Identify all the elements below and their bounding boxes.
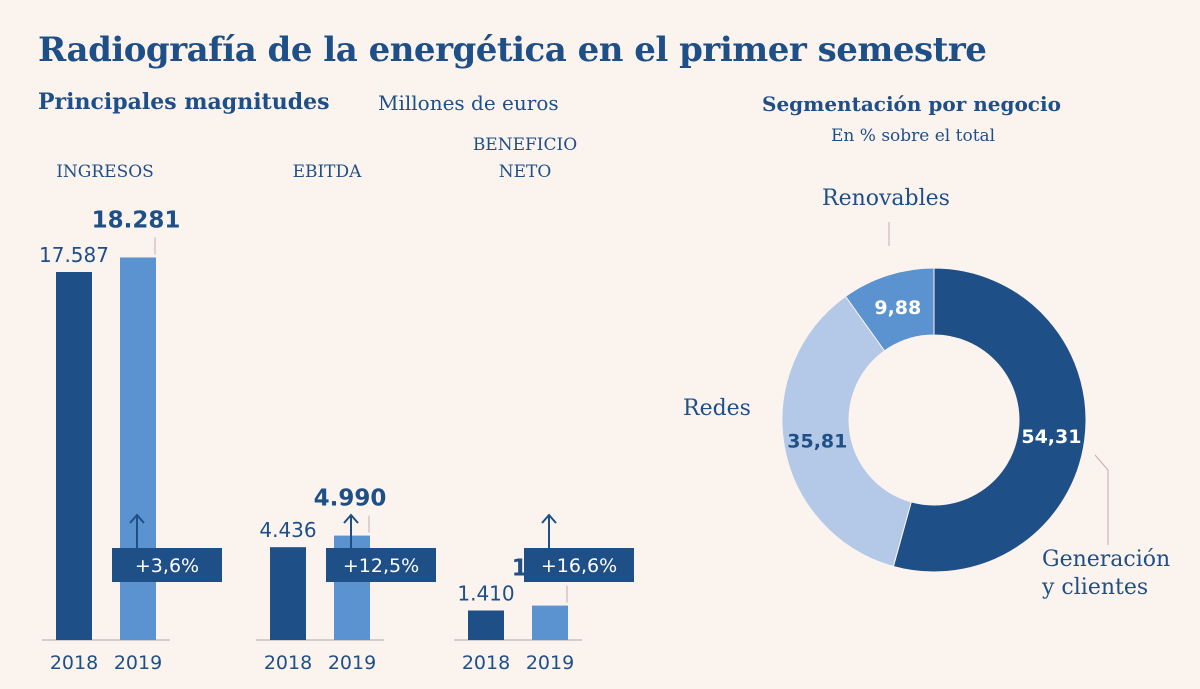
bar-2018 — [56, 272, 92, 640]
donut-value-label: 35,81 — [787, 431, 847, 453]
donut-category-label: Generación — [1042, 547, 1170, 572]
donut-value-label: 54,31 — [1021, 426, 1081, 448]
group-name-label: NETO — [499, 162, 552, 182]
donut-slice — [892, 267, 1087, 573]
donut-chart-title: Segmentación por negocio — [762, 92, 1061, 116]
donut-chart-subtitle: En % sobre el total — [831, 126, 996, 146]
page-title: Radiografía de la energética en el prime… — [38, 30, 987, 70]
bar-2019 — [532, 605, 568, 640]
bar-2019 — [120, 257, 156, 640]
donut-category-label: Renovables — [822, 186, 950, 211]
donut-category-label: y clientes — [1041, 575, 1148, 600]
bar-chart-units: Millones de euros — [378, 91, 559, 115]
up-arrow-head-icon — [343, 513, 359, 524]
value-label-2018: 4.436 — [259, 518, 316, 542]
value-label-2018: 17.587 — [39, 243, 109, 267]
value-label-2018: 1.410 — [457, 581, 514, 605]
year-label: 2018 — [462, 652, 510, 674]
bar-2018 — [270, 547, 306, 640]
donut-category-label: Redes — [683, 396, 751, 421]
year-label: 2019 — [114, 652, 162, 674]
group-name-label: BENEFICIO — [473, 135, 577, 155]
group-name-label: EBITDA — [293, 162, 363, 182]
change-badge — [326, 548, 436, 582]
change-badge — [112, 548, 222, 582]
group-name-label: INGRESOS — [56, 162, 154, 182]
change-badge-label: +12,5% — [343, 555, 419, 577]
year-label: 2018 — [264, 652, 312, 674]
value-label-2019: 18.281 — [92, 207, 181, 233]
donut-slice — [781, 295, 912, 568]
donut-value-label: 9,88 — [874, 297, 921, 319]
change-badge — [524, 548, 634, 582]
up-arrow-head-icon — [541, 513, 557, 524]
up-arrow-head-icon — [129, 513, 145, 524]
year-label: 2019 — [526, 652, 574, 674]
change-badge-label: +3,6% — [135, 555, 199, 577]
year-label: 2019 — [328, 652, 376, 674]
change-badge-label: +16,6% — [541, 555, 617, 577]
value-label-2019: 4.990 — [314, 486, 387, 512]
donut-slice — [844, 267, 935, 352]
year-label: 2018 — [50, 652, 98, 674]
donut-leader-line — [1094, 454, 1109, 545]
bar-chart-title: Principales magnitudes — [38, 89, 330, 115]
bar-2018 — [468, 610, 504, 640]
